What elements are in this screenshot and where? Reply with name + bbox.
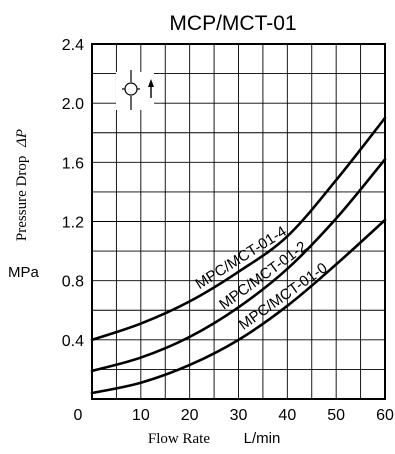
y-tick-label: 2.4 (62, 37, 84, 54)
y-tick-labels: 0.4 0.8 1.2 1.6 2.0 2.4 (62, 37, 84, 350)
plot-frame (91, 43, 386, 400)
x-tick-label: 0 (74, 407, 83, 424)
x-tick-label: 40 (278, 407, 296, 424)
x-tick-label: 60 (376, 407, 394, 424)
y-tick-label: 1.2 (62, 215, 84, 232)
series-curves (90, 116, 387, 395)
chart-title: MCP/MCT-01 (169, 12, 296, 35)
y-tick-label: 1.6 (62, 155, 84, 172)
x-axis-unit: L/min (244, 430, 281, 447)
x-tick-label: 30 (230, 407, 248, 424)
y-axis-symbol: ΔP (14, 129, 30, 148)
x-tick-label: 10 (132, 407, 150, 424)
x-axis-label: Flow Rate (148, 431, 210, 447)
y-tick-label: 2.0 (62, 96, 84, 113)
x-tick-labels: 0 10 20 30 40 50 60 (74, 407, 394, 424)
check-valve-icon (116, 70, 154, 110)
svg-text:Pressure Drop ΔP: Pressure Drop ΔP (14, 129, 30, 241)
y-tick-label: 0.8 (62, 274, 84, 291)
y-axis-unit: MPa (8, 264, 40, 281)
series-line (90, 218, 387, 395)
series-line (90, 158, 387, 373)
y-tick-label: 0.4 (62, 333, 84, 350)
y-axis-label: Pressure Drop (14, 156, 30, 241)
x-tick-label: 50 (327, 407, 345, 424)
x-tick-label: 20 (181, 407, 199, 424)
series-line (90, 116, 387, 342)
